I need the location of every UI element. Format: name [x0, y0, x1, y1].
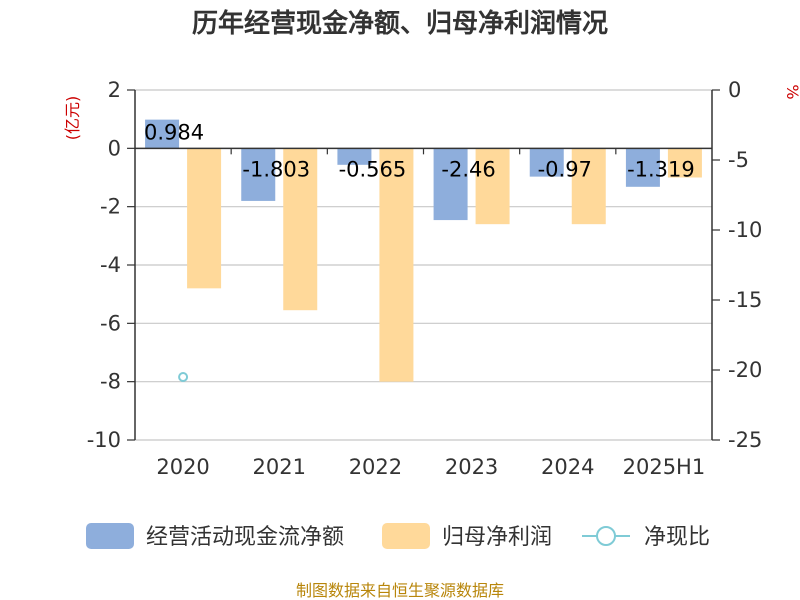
- left-axis-unit: (亿元): [63, 96, 82, 141]
- left-tick-label: -6: [100, 311, 121, 335]
- net-profit-bar: [571, 148, 606, 225]
- ratio-points: [178, 372, 189, 382]
- data-labels: 0.984 -1.803 -0.565 -2.46 -0.97 -1.319: [144, 121, 695, 182]
- legend-ratio-swatch-dot: [596, 526, 616, 546]
- cashflow-bar: [433, 148, 468, 221]
- left-tick-label: -8: [100, 370, 121, 394]
- chart-title: 历年经营现金净额、归母净利润情况: [192, 8, 608, 39]
- left-tick-label: -10: [87, 428, 121, 452]
- cashflow-bar: [145, 119, 180, 149]
- category-label: 2024: [541, 455, 594, 479]
- right-tick-label: -20: [728, 358, 762, 382]
- legend: 经营活动现金流净额 归母净利润 净现比: [86, 523, 710, 550]
- left-tick-label: -2: [100, 195, 121, 219]
- cashflow-value-label: -2.46: [441, 157, 495, 181]
- net-profit-bar: [379, 148, 414, 382]
- category-label: 2023: [445, 455, 498, 479]
- legend-net-profit-swatch: [382, 523, 430, 549]
- left-tick-label: 2: [108, 78, 121, 102]
- cashflow-bar: [625, 148, 660, 187]
- category-label: 2025H1: [623, 455, 706, 479]
- net-profit-bar: [283, 148, 318, 311]
- cashflow-value-label: -0.97: [538, 157, 592, 181]
- cashflow-bar: [529, 148, 564, 177]
- cashflow-value-label: -0.565: [339, 157, 407, 181]
- legend-net-profit-label: 归母净利润: [442, 525, 552, 550]
- cashflow-bar: [337, 148, 372, 165]
- right-tick-label: -5: [728, 148, 749, 172]
- cashflow-value-label: 0.984: [144, 121, 204, 145]
- right-axis-unit: %: [783, 84, 800, 99]
- cashflow-bar: [241, 148, 276, 201]
- left-tick-label: 0: [108, 136, 121, 160]
- net-profit-bar: [187, 148, 222, 289]
- category-label: 2020: [156, 455, 209, 479]
- source-note: 制图数据来自恒生聚源数据库: [296, 581, 504, 600]
- cashflow-value-label: -1.803: [242, 157, 310, 181]
- right-tick-label: -10: [728, 218, 762, 242]
- category-label: 2022: [349, 455, 402, 479]
- right-tick-label: 0: [728, 78, 741, 102]
- right-tick-label: -15: [728, 288, 762, 312]
- category-label: 2021: [253, 455, 306, 479]
- net-profit-bar: [667, 148, 702, 178]
- bars: [145, 119, 702, 382]
- grid-lines: [135, 89, 712, 441]
- legend-ratio-label: 净现比: [644, 525, 710, 550]
- left-tick-label: -4: [100, 253, 121, 277]
- net-profit-bar: [475, 148, 510, 225]
- axes: 2 0 -2 -4 -6 -8 -10 0 -5 -10 -15 -20 -25 2020 2021 2022…: [87, 78, 763, 479]
- right-tick-label: -25: [728, 428, 762, 452]
- legend-cashflow-swatch: [86, 523, 134, 549]
- cashflow-value-label: -1.319: [627, 157, 695, 181]
- legend-cashflow-label: 经营活动现金流净额: [146, 525, 344, 550]
- ratio-point: [178, 372, 189, 382]
